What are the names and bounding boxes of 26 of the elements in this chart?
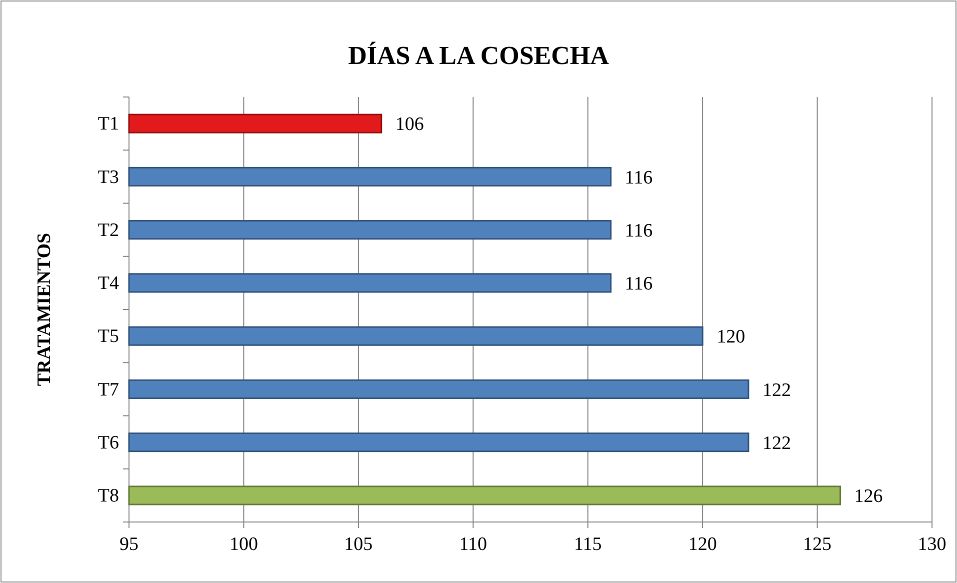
data-label: 126 [854,486,883,508]
y-tick-label: T5 [98,326,119,348]
y-axis-title: TRATAMIENTOS [34,232,55,386]
y-tick-label: T3 [98,166,119,188]
y-tick-label: T1 [98,114,119,135]
data-label: 116 [624,274,653,295]
chart-title: DÍAS A LA COSECHA [348,41,610,70]
y-tick-label: T4 [98,273,120,294]
data-label: 106 [395,114,424,136]
data-label: 116 [624,167,653,188]
data-label: 120 [716,326,746,348]
y-tick-label: T2 [98,220,119,241]
x-tick-label: 100 [229,534,258,555]
x-tick-label: 125 [803,534,832,555]
x-tick-label: 110 [459,534,488,555]
y-tick-label: T7 [98,379,119,400]
x-tick-label: 115 [574,534,602,555]
data-label: 116 [624,220,653,242]
data-label: 122 [762,432,791,454]
data-label: 122 [762,380,791,401]
x-tick-label: 130 [918,534,946,555]
y-tick-label: T6 [98,432,119,454]
x-tick-label: 105 [344,534,373,555]
x-tick-label: 120 [688,534,717,555]
y-tick-label: T8 [98,486,119,507]
x-tick-label: 95 [120,534,138,555]
